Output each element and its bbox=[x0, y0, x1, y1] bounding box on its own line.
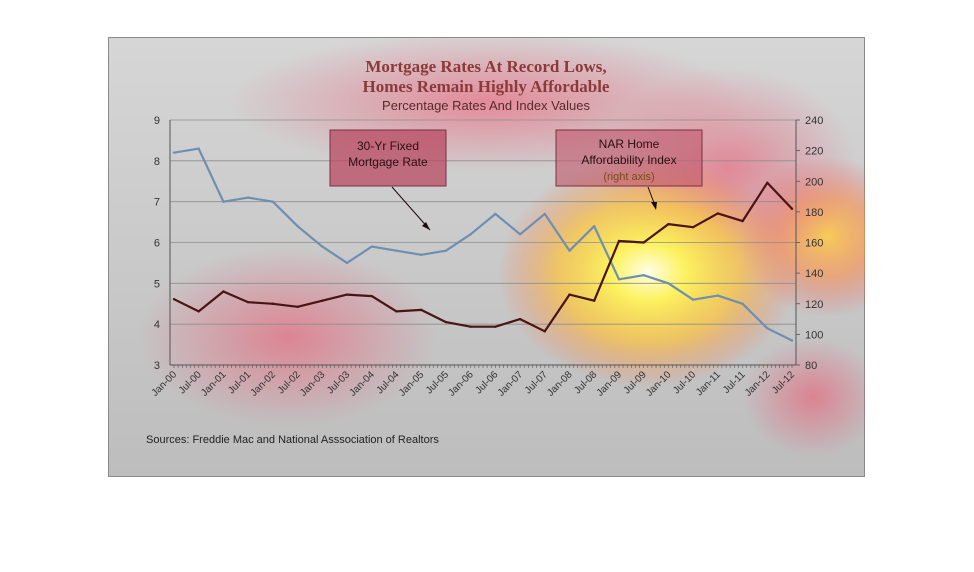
annotation-mortgage-arrowhead bbox=[422, 222, 430, 230]
series-1-point bbox=[271, 302, 275, 305]
chart-title-line-1: Mortgage Rates At Record Lows, bbox=[365, 57, 606, 76]
series-0-point bbox=[420, 253, 423, 256]
annotation-affordability: NAR Home Affordability Index (right axis… bbox=[555, 129, 703, 210]
series-1-point bbox=[716, 212, 720, 215]
y-left-tick-label: 3 bbox=[154, 360, 160, 372]
series-1-point bbox=[395, 310, 398, 313]
series-0-point bbox=[370, 245, 373, 248]
annotation-affordability-box bbox=[555, 129, 703, 187]
y-left-tick-label: 5 bbox=[154, 278, 160, 290]
series-1-point bbox=[617, 239, 621, 243]
series-1-point bbox=[246, 301, 250, 304]
series-1-point bbox=[222, 290, 225, 293]
series-1-point bbox=[172, 297, 176, 301]
series-0-point bbox=[741, 302, 744, 305]
series-0-point bbox=[790, 339, 794, 342]
annotation-affordability-line-2: Affordability Index bbox=[581, 153, 676, 167]
series-1-point bbox=[420, 308, 423, 312]
series-0-point bbox=[345, 261, 349, 265]
series-1-point bbox=[296, 305, 299, 309]
y-left-tick-labels: 3 4 5 6 7 8 9 bbox=[154, 115, 160, 372]
y-right-tick-label: 140 bbox=[805, 268, 823, 280]
chart-title-line-2: Homes Remain Highly Affordable bbox=[363, 77, 610, 96]
series-0-point bbox=[296, 224, 299, 228]
annotation-mortgage-rate: 30-Yr Fixed Mortgage Rate bbox=[329, 129, 447, 231]
series-1-point bbox=[667, 222, 670, 226]
series-0-point bbox=[321, 245, 324, 248]
chart-subtitle: Percentage Rates And Index Values bbox=[382, 98, 590, 113]
y-left-tick-label: 9 bbox=[154, 115, 160, 127]
y-right-tick-label: 80 bbox=[805, 360, 817, 372]
y-right-tick-label: 160 bbox=[805, 238, 823, 250]
y-left-tick-label: 4 bbox=[154, 319, 160, 331]
series-0-point bbox=[444, 249, 448, 252]
series-1-point bbox=[568, 293, 571, 296]
series-1-point bbox=[518, 317, 522, 321]
series-1-point bbox=[494, 325, 497, 328]
y-right-tick-label: 200 bbox=[805, 176, 823, 188]
series-1-point bbox=[345, 293, 349, 296]
series-0-point bbox=[518, 233, 522, 236]
series-0-point bbox=[222, 200, 225, 203]
y-right-tick-label: 180 bbox=[805, 207, 823, 219]
series-0-point bbox=[766, 327, 769, 330]
series-0-point bbox=[617, 278, 621, 281]
series-line-0 bbox=[173, 147, 793, 342]
annotation-affordability-note: (right axis) bbox=[603, 171, 654, 183]
series-0-point bbox=[642, 273, 645, 277]
series-1-point bbox=[469, 325, 472, 328]
y-right-tick-label: 240 bbox=[805, 115, 823, 127]
series-0-point bbox=[494, 212, 497, 216]
series-1-point bbox=[321, 299, 324, 302]
series-0-point bbox=[197, 147, 200, 150]
series-0-point bbox=[667, 282, 670, 285]
series-0-point bbox=[593, 224, 596, 228]
y-right-tick-label: 120 bbox=[805, 299, 823, 311]
series-0-point bbox=[568, 249, 571, 252]
annotation-affordability-line-1: NAR Home bbox=[599, 137, 660, 151]
chart-svg: Mortgage Rates At Record Lows, Homes Rem… bbox=[108, 37, 865, 477]
series-line-1 bbox=[173, 181, 793, 333]
y-left-tick-label: 8 bbox=[154, 156, 160, 168]
annotation-mortgage-line-1: 30-Yr Fixed bbox=[357, 139, 419, 153]
annotation-affordability-arrowhead bbox=[651, 202, 657, 210]
annotation-mortgage-box bbox=[329, 129, 447, 187]
series-0-point bbox=[716, 294, 720, 297]
annotation-mortgage-line-2: Mortgage Rate bbox=[348, 155, 428, 169]
series-layer bbox=[172, 147, 794, 342]
series-0-point bbox=[395, 249, 398, 252]
series-0-point bbox=[246, 196, 250, 199]
series-1-point bbox=[741, 219, 744, 223]
series-0-point bbox=[469, 233, 472, 236]
axes bbox=[169, 119, 800, 368]
series-1-point bbox=[766, 181, 769, 184]
chart-frame: Mortgage Rates At Record Lows, Homes Rem… bbox=[108, 37, 865, 477]
series-1-point bbox=[197, 310, 200, 313]
series-0-point bbox=[543, 212, 546, 216]
series-0-point bbox=[691, 298, 695, 301]
series-1-point bbox=[691, 225, 695, 229]
y-left-tick-label: 6 bbox=[154, 238, 160, 250]
y-right-tick-label: 100 bbox=[805, 329, 823, 341]
series-1-point bbox=[790, 207, 794, 211]
series-1-point bbox=[642, 241, 645, 244]
annotation-mortgage-arrow bbox=[391, 186, 431, 231]
y-right-tick-labels: 80 100 120 140 160 180 200 220 240 bbox=[805, 115, 823, 372]
series-1-point bbox=[370, 294, 373, 298]
series-1-point bbox=[444, 320, 448, 324]
series-0-point bbox=[172, 151, 176, 154]
y-left-tick-label: 7 bbox=[154, 197, 160, 209]
chart-source: Sources: Freddie Mac and National Asssoc… bbox=[146, 434, 439, 446]
series-1-point bbox=[593, 299, 596, 302]
y-right-tick-label: 220 bbox=[805, 146, 823, 158]
series-1-point bbox=[543, 330, 546, 333]
series-0-point bbox=[271, 200, 275, 203]
